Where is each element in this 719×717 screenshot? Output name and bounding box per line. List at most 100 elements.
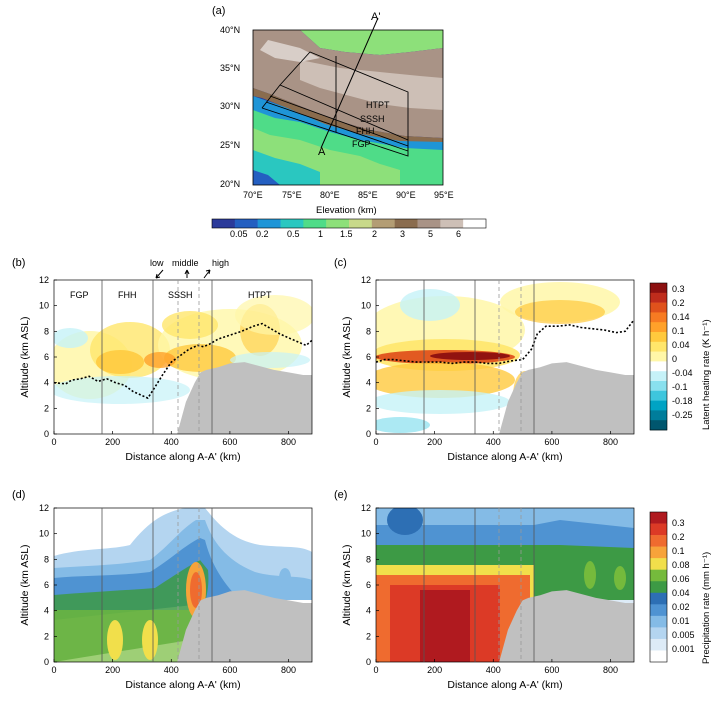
precip-cbar-label: 0.02 [672,602,690,612]
latent-cbar-swatch [650,332,667,343]
terrain [54,362,312,434]
y-axis-label: Altitude (km ASL) [341,544,353,625]
a-label: A [318,146,326,158]
lon-tick: 85°E [358,190,378,200]
map-frame [252,29,444,186]
x-tick-label: 200 [105,665,120,675]
x-tick-label: 400 [164,665,179,675]
x-tick-label: 400 [486,665,501,675]
x-tick-label: 0 [51,665,56,675]
map-snow-patch [260,40,320,62]
y-tick-label: 6 [44,352,49,362]
elev-cbar-label: 0.5 [287,229,300,239]
lat-tick: 30°N [220,101,240,111]
precip-cbar-swatch [650,615,667,628]
y-tick-label: 4 [366,606,371,616]
y-tick-label: 10 [39,529,49,539]
x-axis-label: Distance along A-A' (km) [447,451,562,463]
panel-c-axes: 0 200 400 600 800 0 2 4 6 8 10 12 Distance along A-A… [341,275,618,463]
lat-tick: 40°N [220,25,240,35]
y-tick-label: 0 [44,657,49,667]
panel-d-axes: 0 200 400 600 800 0 2 4 6 8 10 12 Distance along A-A… [19,503,296,691]
precip-cbar-label: 0.3 [672,518,685,528]
precip-contour-0.3 [420,590,470,662]
y-tick-label: 10 [361,529,371,539]
x-tick-label: 200 [427,437,442,447]
elevation-colorbar [211,218,487,229]
precip-cbar-swatch [650,569,667,582]
y-tick-label: 4 [44,606,49,616]
x-tick-label: 800 [603,665,618,675]
latent-cbar-label: 0.1 [672,326,685,336]
region-label: FGP [70,290,89,300]
x-axis-label: Distance along A-A' (km) [125,679,240,691]
terrain [376,362,634,434]
lon-tick: 80°E [320,190,340,200]
region-separators [423,280,535,434]
heating-core [430,352,510,360]
lat-tick: 25°N [220,140,240,150]
elev-cbar-swatch [417,219,441,228]
elev-cbar-label: 5 [428,229,433,239]
cooling-blob [400,289,460,321]
lon-tick: 95°E [434,190,454,200]
arrow-label-low: low [150,258,164,268]
latent-cbar-swatch [650,361,667,372]
heating-blob [164,344,236,372]
latent-cbar-swatch [650,302,667,313]
latent-cbar-frame [649,282,668,431]
arrow-label-middle: middle [172,258,199,268]
y-tick-label: 12 [39,503,49,513]
precip-cbar-label: 0.1 [672,546,685,556]
y-tick-label: 12 [361,275,371,285]
precip-cbar-frame [649,511,668,663]
y-tick-label: 0 [44,429,49,439]
precip-cbar-swatch [650,546,667,559]
y-tick-label: 8 [366,554,371,564]
x-tick-label: 600 [544,665,559,675]
latent-cbar-swatch [650,283,667,294]
latent-cbar-label: 0.2 [672,298,685,308]
y-tick-label: 8 [366,326,371,336]
latent-cbar-swatch [650,292,667,303]
panel-c-label: (c) [334,257,347,269]
panel-c: (c) [334,257,635,435]
map-lon-ticks: 70°E 75°E 80°E 85°E 90°E 95°E [243,190,454,200]
region-boxes [261,51,409,157]
precip-colorbar: 0.3 0.2 0.1 0.08 0.06 0.04 0.02 0.01 0.0… [649,511,712,664]
x-tick-label: 600 [544,437,559,447]
precip-cbar-label: 0.01 [672,616,690,626]
elev-cbar-label: 1.5 [340,229,353,239]
map-panel: (a) A' A HTPT SSSH FHH FGP 40 [211,5,487,239]
lon-tick: 75°E [282,190,302,200]
region-label-fhh: FHH [356,126,375,136]
x-tick-label: 400 [164,437,179,447]
precip-cbar-label: 0.08 [672,560,690,570]
heating-blob [515,300,605,324]
map-deccan-edge [253,150,320,185]
y-tick-label: 8 [44,326,49,336]
panel-b: (b) FGP FHH SSSH HTPT [12,257,313,435]
x-axis-label: Distance along A-A' (km) [125,451,240,463]
latent-cbar-swatch [650,312,667,323]
panel-d-label: (d) [12,489,25,501]
y-tick-label: 6 [366,580,371,590]
lon-tick: 90°E [396,190,416,200]
region-label: HTPT [248,290,272,300]
latent-cbar-swatch [650,381,667,392]
precip-core [107,620,123,660]
precip-cbar-swatch [650,558,667,570]
cross-section-line [320,17,379,149]
y-tick-label: 10 [39,301,49,311]
panel-c-field [376,282,634,434]
y-tick-label: 10 [361,301,371,311]
latent-cbar-swatch [650,341,667,352]
y-tick-label: 4 [44,378,49,388]
elev-cbar-swatch [303,219,327,228]
elev-cbar-swatch [371,219,395,228]
precip-cbar-swatch [650,581,667,594]
x-tick-label: 800 [603,437,618,447]
precip-cbar-label: 0.06 [672,574,690,584]
y-tick-label: 6 [44,580,49,590]
